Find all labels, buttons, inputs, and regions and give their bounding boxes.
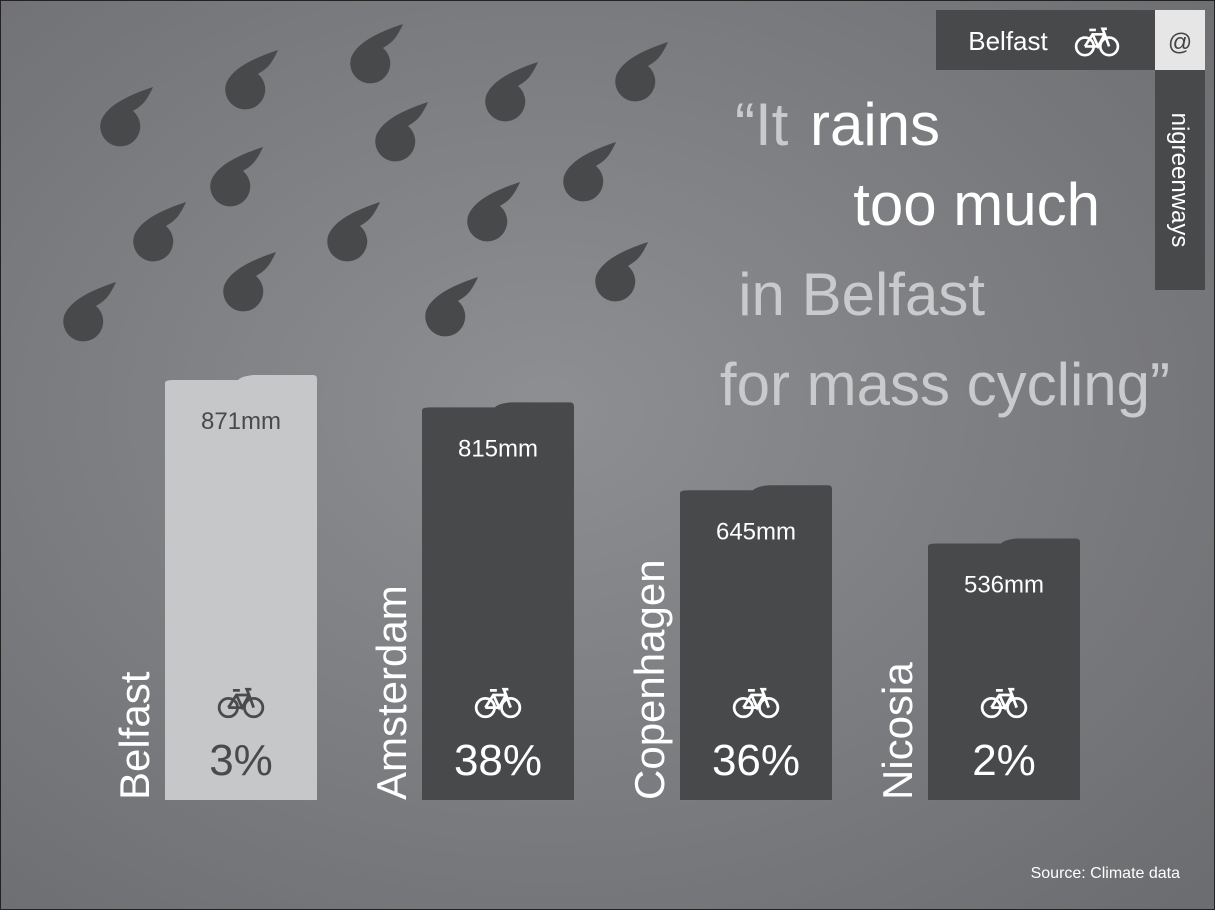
bike-icon: [980, 687, 1028, 719]
bike-icon: [732, 687, 780, 719]
category-label: Amsterdam: [368, 585, 415, 800]
bike-wheel: [758, 697, 780, 719]
bike-frame: [742, 687, 770, 711]
source: Source: Climate data: [1031, 865, 1181, 882]
raindrop: [425, 277, 478, 337]
raindrop: [223, 252, 276, 312]
badge-handle: nigreenways: [1166, 113, 1193, 248]
title-line: “It: [735, 91, 789, 158]
title-line: in Belfast: [738, 261, 985, 328]
raindrop: [467, 182, 520, 242]
bike-wheel: [243, 697, 265, 719]
title-line: too much: [853, 171, 1100, 238]
bike-frame: [227, 687, 255, 711]
bike-wheel: [1098, 36, 1120, 57]
raindrop: [63, 282, 116, 342]
badge-bike: [1074, 27, 1120, 57]
value-label: 871mm: [201, 408, 281, 435]
raindrop: [615, 42, 668, 102]
value-label: 536mm: [964, 571, 1044, 598]
title-line: rains: [810, 91, 940, 158]
bike-frame: [1083, 27, 1111, 50]
raindrop: [595, 242, 648, 302]
raindrop: [133, 202, 186, 262]
raindrop: [225, 50, 278, 110]
share-label: 36%: [712, 736, 800, 785]
raindrop: [563, 142, 616, 202]
bike-icon: [474, 687, 522, 719]
badge-city: Belfast: [968, 26, 1048, 56]
badge-at-box: [1155, 10, 1205, 70]
category-label: Copenhagen: [626, 559, 673, 800]
badge-at: @: [1168, 29, 1192, 56]
raindrop: [327, 202, 380, 262]
bike-frame: [484, 687, 512, 711]
share-label: 3%: [209, 736, 273, 785]
bar: [165, 375, 317, 800]
bike-wheel: [500, 697, 522, 719]
raindrop: [100, 87, 153, 147]
raindrop: [485, 62, 538, 122]
share-label: 2%: [972, 736, 1036, 785]
bar: [928, 538, 1080, 800]
raindrop: [210, 147, 263, 207]
bike-frame: [990, 687, 1018, 711]
category-label: Nicosia: [874, 662, 921, 800]
bar: [422, 402, 574, 800]
value-label: 815mm: [458, 435, 538, 462]
title-line: for mass cycling”: [720, 351, 1170, 418]
value-label: 645mm: [716, 518, 796, 545]
category-label: Belfast: [111, 671, 158, 800]
bike-wheel: [1006, 697, 1028, 719]
bar: [680, 485, 832, 800]
badge-box: [936, 10, 1155, 70]
share-label: 38%: [454, 736, 542, 785]
badge-handle-box: [1155, 70, 1205, 290]
bike-icon: [217, 687, 265, 719]
raindrop: [350, 24, 403, 84]
raindrop: [375, 102, 428, 162]
